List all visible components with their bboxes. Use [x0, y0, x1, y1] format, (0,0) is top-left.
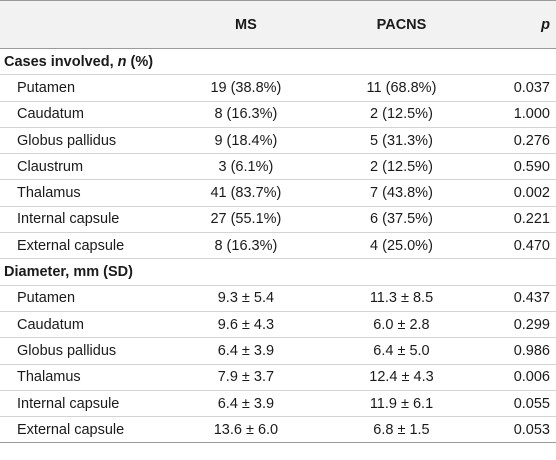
table-row: Thalamus 7.9 ± 3.7 12.4 ± 4.3 0.006 [0, 364, 556, 391]
pacns-value: 6.4 ± 5.0 [328, 337, 475, 365]
p-value: 1.000 [474, 101, 556, 128]
table-row: External capsule 8 (16.3%) 4 (25.0%) 0.4… [0, 232, 556, 260]
pacns-value: 6 (37.5%) [328, 206, 475, 234]
ms-value: 6.4 ± 3.9 [162, 337, 329, 365]
p-value: 0.299 [474, 311, 556, 339]
section-cases-involved: Cases involved, n (%) [0, 48, 556, 76]
ms-value: 27 (55.1%) [162, 206, 329, 234]
header-empty [0, 0, 163, 49]
p-value: 0.037 [474, 74, 556, 102]
table-row: Internal capsule 27 (55.1%) 6 (37.5%) 0.… [0, 206, 556, 234]
table-row: External capsule 13.6 ± 6.0 6.8 ± 1.5 0.… [0, 416, 556, 444]
p-value: 0.221 [474, 206, 556, 234]
ms-value: 8 (16.3%) [162, 232, 329, 260]
p-value: 0.006 [474, 364, 556, 391]
table-row: Globus pallidus 6.4 ± 3.9 6.4 ± 5.0 0.98… [0, 337, 556, 365]
pacns-value: 6.0 ± 2.8 [328, 311, 475, 339]
pacns-value: 5 (31.3%) [328, 127, 475, 155]
header-row: MS PACNS p [0, 0, 556, 49]
pacns-value: 2 (12.5%) [328, 153, 475, 181]
section-title: Diameter, mm (SD) [0, 258, 556, 286]
section-title: Cases involved, n (%) [0, 48, 556, 76]
row-label: Caudatum [0, 101, 163, 128]
p-value: 0.437 [474, 285, 556, 312]
header-ms: MS [162, 0, 329, 49]
table-row: Globus pallidus 9 (18.4%) 5 (31.3%) 0.27… [0, 127, 556, 155]
table-row: Putamen 9.3 ± 5.4 11.3 ± 8.5 0.437 [0, 285, 556, 312]
ms-value: 6.4 ± 3.9 [162, 390, 329, 418]
p-value: 0.986 [474, 337, 556, 365]
table-row: Thalamus 41 (83.7%) 7 (43.8%) 0.002 [0, 179, 556, 207]
ms-value: 9 (18.4%) [162, 127, 329, 155]
table-row: Caudatum 8 (16.3%) 2 (12.5%) 1.000 [0, 101, 556, 128]
ms-value: 19 (38.8%) [162, 74, 329, 102]
row-label: Internal capsule [0, 390, 163, 418]
row-label: Globus pallidus [0, 127, 163, 155]
row-label: Globus pallidus [0, 337, 163, 365]
table-row: Caudatum 9.6 ± 4.3 6.0 ± 2.8 0.299 [0, 311, 556, 339]
row-label: Internal capsule [0, 206, 163, 234]
data-table: MS PACNS p Cases involved, n (%) Putamen… [0, 0, 556, 444]
row-label: External capsule [0, 416, 163, 444]
pacns-value: 12.4 ± 4.3 [328, 364, 475, 391]
section-title-n: n [117, 53, 127, 70]
row-label: Thalamus [0, 364, 163, 391]
row-label: Caudatum [0, 311, 163, 339]
pacns-value: 4 (25.0%) [328, 232, 475, 260]
table-row: Internal capsule 6.4 ± 3.9 11.9 ± 6.1 0.… [0, 390, 556, 418]
pacns-value: 2 (12.5%) [328, 101, 475, 128]
row-label: Thalamus [0, 179, 163, 207]
table-header: MS PACNS p [0, 0, 556, 49]
section-diameter: Diameter, mm (SD) [0, 258, 556, 286]
row-label: External capsule [0, 232, 163, 260]
section-title-part-b: (%) [126, 53, 154, 70]
p-value: 0.470 [474, 232, 556, 260]
row-label: Putamen [0, 74, 163, 102]
pacns-value: 11 (68.8%) [328, 74, 475, 102]
p-value: 0.590 [474, 153, 556, 181]
table-body: Cases involved, n (%) Putamen 19 (38.8%)… [0, 48, 556, 444]
row-label: Claustrum [0, 153, 163, 181]
section-title-part-a: Cases involved, [4, 53, 118, 70]
pacns-value: 11.9 ± 6.1 [328, 390, 475, 418]
p-value: 0.053 [474, 416, 556, 444]
ms-value: 9.6 ± 4.3 [162, 311, 329, 339]
pacns-value: 7 (43.8%) [328, 179, 475, 207]
p-value: 0.055 [474, 390, 556, 418]
table-row: Claustrum 3 (6.1%) 2 (12.5%) 0.590 [0, 153, 556, 181]
ms-value: 3 (6.1%) [162, 153, 329, 181]
p-value: 0.276 [474, 127, 556, 155]
p-value: 0.002 [474, 179, 556, 207]
ms-value: 41 (83.7%) [162, 179, 329, 207]
pacns-value: 6.8 ± 1.5 [328, 416, 475, 444]
pacns-value: 11.3 ± 8.5 [328, 285, 475, 312]
header-pacns: PACNS [328, 0, 475, 49]
row-label: Putamen [0, 285, 163, 312]
header-p: p [474, 0, 556, 49]
ms-value: 7.9 ± 3.7 [162, 364, 329, 391]
table-row: Putamen 19 (38.8%) 11 (68.8%) 0.037 [0, 74, 556, 102]
ms-value: 9.3 ± 5.4 [162, 285, 329, 312]
ms-value: 13.6 ± 6.0 [162, 416, 329, 444]
ms-value: 8 (16.3%) [162, 101, 329, 128]
